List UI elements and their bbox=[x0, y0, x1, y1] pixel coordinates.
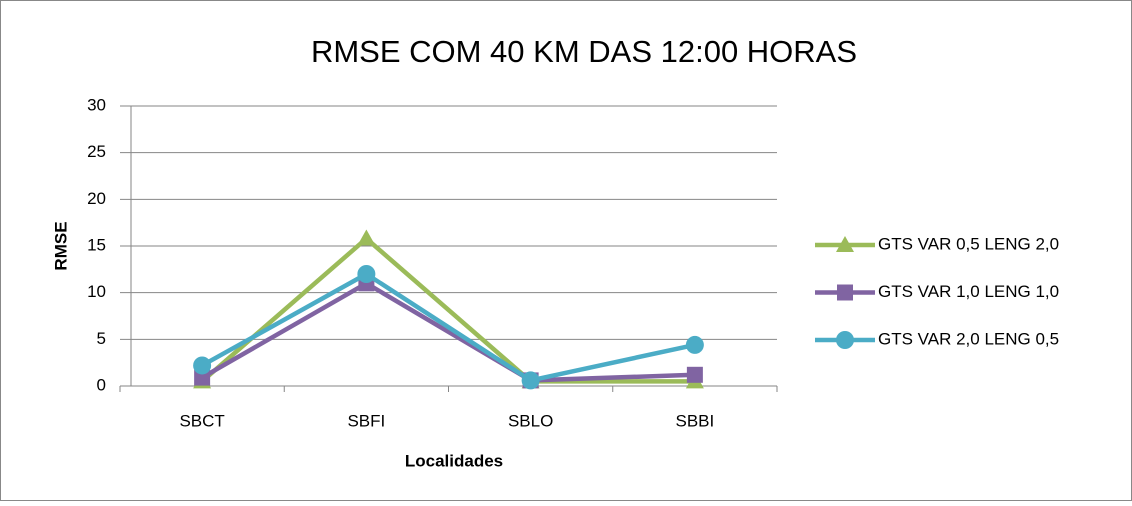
series-line bbox=[201, 281, 695, 383]
y-tick-label: 5 bbox=[97, 329, 106, 348]
marker bbox=[837, 284, 853, 301]
legend-label: GTS VAR 0,5 LENG 2,0 bbox=[878, 234, 1059, 253]
marker bbox=[357, 265, 376, 283]
y-tick-label: 20 bbox=[87, 189, 106, 208]
y-tick-label: 10 bbox=[87, 282, 106, 301]
marker bbox=[836, 236, 854, 252]
x-tick-label: SBFI bbox=[347, 411, 385, 430]
y-tick-label: 25 bbox=[87, 142, 106, 161]
y-axis-label: RMSE bbox=[51, 221, 70, 270]
series-line bbox=[200, 236, 695, 384]
marker bbox=[193, 356, 212, 375]
legend-label: GTS VAR 2,0 LENG 0,5 bbox=[878, 329, 1059, 348]
marker bbox=[357, 229, 376, 246]
y-tick-label: 15 bbox=[87, 235, 106, 254]
y-tick-label: 0 bbox=[97, 375, 106, 394]
legend-label: GTS VAR 1,0 LENG 1,0 bbox=[878, 282, 1059, 301]
marker bbox=[194, 369, 211, 386]
x-tick-label: SBBI bbox=[676, 411, 715, 430]
x-tick-label: SBLO bbox=[508, 411, 553, 430]
chart-title: RMSE COM 40 KM DAS 12:00 HORAS bbox=[311, 34, 857, 69]
x-tick-label: SBCT bbox=[179, 411, 224, 430]
marker bbox=[521, 371, 540, 390]
marker bbox=[685, 335, 704, 354]
y-tick-label: 30 bbox=[87, 95, 106, 114]
series-line bbox=[201, 271, 696, 383]
x-axis-label: Localidades bbox=[405, 451, 503, 470]
marker bbox=[836, 331, 854, 349]
marker bbox=[686, 366, 703, 383]
